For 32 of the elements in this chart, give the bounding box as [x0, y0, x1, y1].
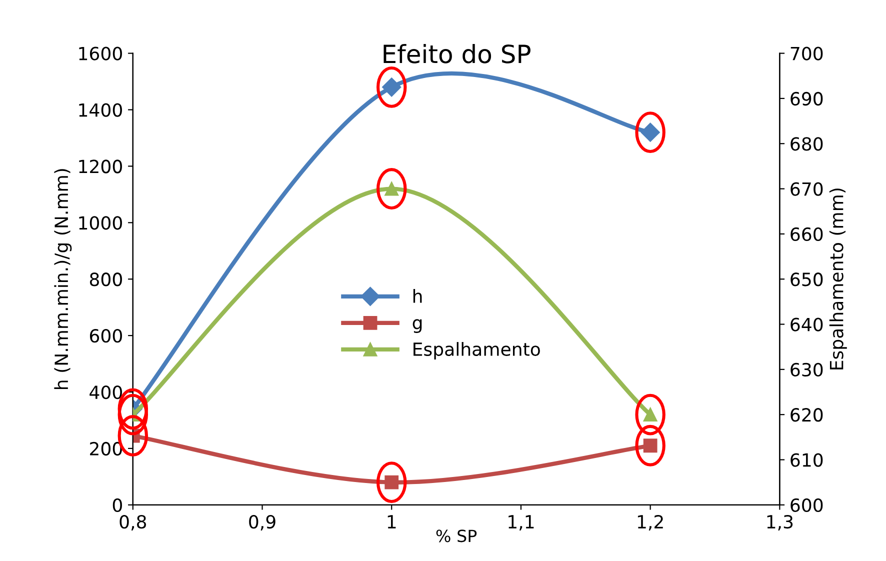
legend-label: g: [412, 319, 422, 333]
x-tick-label: 0,8: [120, 514, 146, 530]
y2-tick-label: 620: [790, 408, 823, 422]
y2-axis-title: Espalhamento (mm): [829, 188, 847, 370]
y2-tick-label: 610: [790, 453, 823, 467]
y-tick-label: 800: [90, 272, 122, 286]
legend-label: h: [413, 289, 422, 303]
y-tick-label: 1200: [79, 160, 122, 174]
y-tick-label: 1600: [79, 46, 122, 60]
y-tick-label: 1400: [79, 103, 122, 117]
y-tick-label: 1000: [79, 216, 122, 230]
y-tick-label: 600: [90, 329, 122, 343]
x-tick-label: 0,9: [249, 514, 276, 530]
x-tick-label: 1,1: [508, 515, 534, 530]
y2-tick-label: 700: [790, 46, 823, 60]
y2-tick-label: 600: [790, 498, 823, 512]
y-tick-label: 400: [90, 385, 122, 400]
x-tick-label: 1: [388, 515, 396, 528]
y2-tick-label: 640: [790, 318, 823, 332]
y2-tick-label: 660: [790, 227, 823, 242]
y-axis-title: h (N.mm.min.)/g (N.mm): [54, 169, 72, 389]
y2-tick-label: 690: [790, 92, 823, 106]
chart-title: Efeito do SP: [384, 44, 530, 64]
y2-tick-label: 630: [790, 362, 823, 377]
x-axis-title: % SP: [436, 530, 477, 542]
y2-tick-label: 650: [790, 272, 823, 286]
y2-tick-label: 670: [790, 182, 823, 196]
y2-tick-label: 680: [790, 137, 823, 151]
y-tick-label: 0: [112, 498, 122, 512]
x-tick-label: 1,2: [638, 514, 663, 530]
legend-label: Espalhamento: [414, 342, 540, 360]
x-tick-label: 1,3: [767, 514, 793, 530]
